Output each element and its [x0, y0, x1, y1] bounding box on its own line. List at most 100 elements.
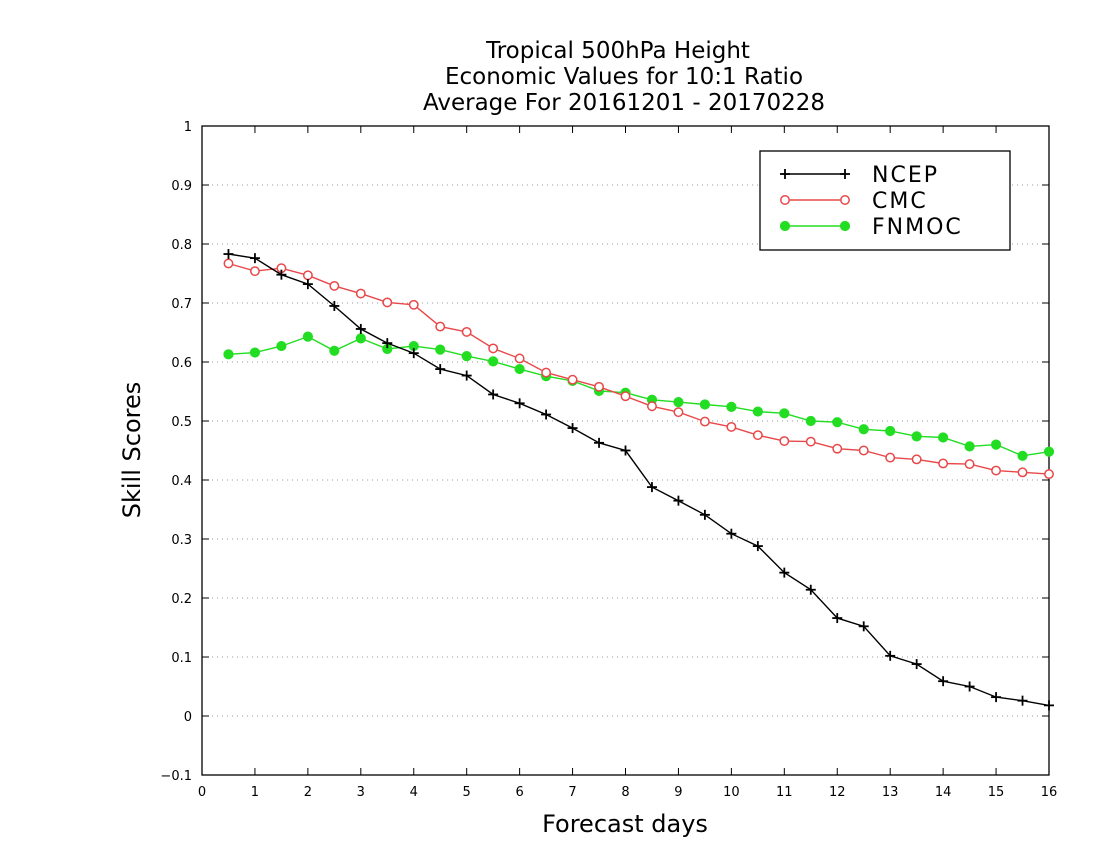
- x-tick-label: 4: [410, 785, 418, 800]
- x-tick-label: 12: [829, 785, 846, 800]
- data-point-fnmoc: [752, 406, 763, 417]
- y-tick-label: 0.3: [171, 533, 192, 548]
- data-point-ncep: [726, 528, 737, 539]
- data-point-fnmoc: [885, 425, 896, 437]
- data-point-fnmoc: [276, 340, 287, 352]
- data-point-fnmoc: [911, 431, 922, 442]
- legend-marker-ncep: [780, 169, 790, 179]
- data-point-ncep: [938, 676, 949, 687]
- series-ncep: [223, 249, 1054, 711]
- data-point-fnmoc: [329, 345, 340, 356]
- data-point-fnmoc: [1017, 450, 1028, 461]
- data-point-ncep: [673, 495, 684, 506]
- data-point-ncep: [1044, 700, 1054, 711]
- data-point-fnmoc: [832, 417, 843, 428]
- data-point-fnmoc: [726, 401, 737, 412]
- series-layer: [223, 249, 1055, 711]
- legend-item-cmc: CMC: [780, 189, 926, 214]
- x-tick-label: 16: [1041, 785, 1058, 800]
- data-point-cmc: [620, 391, 631, 402]
- y-tick-label: −0.1: [160, 769, 192, 784]
- data-point-fnmoc: [858, 424, 869, 435]
- y-tick-label: 0.6: [171, 356, 192, 371]
- data-point-fnmoc: [779, 408, 790, 419]
- series-cmc: [223, 258, 1054, 480]
- data-point-fnmoc: [435, 344, 446, 355]
- x-axis-label: Forecast days: [542, 810, 708, 838]
- x-tick-label: 6: [515, 785, 523, 800]
- data-point-fnmoc: [223, 349, 234, 360]
- data-point-cmc: [964, 459, 975, 470]
- data-point-ncep: [249, 253, 260, 264]
- y-tick-label: 0.9: [171, 179, 192, 194]
- data-point-ncep: [302, 279, 313, 290]
- data-point-ncep: [355, 323, 366, 334]
- data-point-ncep: [964, 681, 975, 692]
- data-point-ncep: [276, 269, 287, 280]
- data-point-cmc: [911, 454, 922, 465]
- y-tick-label: 0.5: [171, 415, 192, 430]
- data-point-cmc: [249, 266, 260, 277]
- data-point-cmc: [1017, 467, 1028, 478]
- data-point-cmc: [567, 374, 578, 385]
- legend-label-fnmoc: FNMOC: [872, 215, 963, 240]
- x-tick-label: 10: [723, 785, 740, 800]
- y-tick-label: 0.2: [171, 592, 192, 607]
- series-line-ncep: [228, 253, 1050, 707]
- series-fnmoc: [223, 331, 1055, 461]
- data-point-cmc: [673, 407, 684, 418]
- data-point-cmc: [541, 367, 552, 378]
- data-point-cmc: [938, 458, 949, 469]
- legend-marker-ncep: [840, 169, 850, 179]
- data-point-cmc: [991, 465, 1002, 476]
- legend-marker-fnmoc: [839, 220, 851, 232]
- data-point-ncep: [594, 437, 605, 448]
- x-tick-label: 5: [463, 785, 471, 800]
- legend-item-ncep: NCEP: [780, 163, 939, 188]
- data-point-fnmoc: [964, 441, 975, 452]
- data-point-cmc: [223, 258, 234, 269]
- data-point-ncep: [699, 509, 710, 520]
- data-point-ncep: [223, 249, 234, 260]
- legend-marker-cmc: [780, 195, 790, 205]
- y-tick-label: 0.7: [171, 297, 192, 312]
- y-axis: −0.1 0 0.1 0.2 0.3 0.4 0.5 0.6 0.7 0.8 0.9 1: [160, 120, 1049, 784]
- data-point-ncep: [514, 398, 525, 409]
- legend-marker-cmc: [840, 195, 850, 205]
- series-line-fnmoc: [228, 335, 1050, 457]
- y-axis-label: Skill Scores: [118, 382, 146, 519]
- x-tick-label: 3: [357, 785, 365, 800]
- data-point-fnmoc: [1043, 446, 1055, 457]
- data-point-ncep: [991, 692, 1002, 703]
- y-tick-label: 0.4: [171, 474, 192, 489]
- legend-marker-fnmoc: [779, 220, 791, 232]
- x-tick-label: 11: [776, 785, 793, 800]
- x-tick-label: 1: [251, 785, 259, 800]
- data-point-fnmoc: [302, 331, 313, 342]
- data-point-ncep: [541, 409, 552, 420]
- y-tick-label: 0: [184, 710, 192, 725]
- data-point-ncep: [329, 300, 340, 311]
- data-point-ncep: [1017, 695, 1028, 706]
- data-point-fnmoc: [938, 432, 949, 443]
- data-point-ncep: [567, 423, 578, 434]
- data-point-ncep: [461, 370, 472, 381]
- data-point-cmc: [699, 416, 710, 427]
- data-point-cmc: [1044, 469, 1054, 480]
- data-point-cmc: [805, 436, 816, 447]
- data-point-ncep: [620, 445, 631, 456]
- data-point-cmc: [488, 343, 499, 354]
- data-point-ncep: [408, 348, 419, 359]
- legend-label-ncep: NCEP: [872, 163, 939, 188]
- x-tick-label: 7: [568, 785, 576, 800]
- data-point-ncep: [911, 659, 922, 670]
- data-point-ncep: [885, 650, 896, 661]
- data-point-cmc: [752, 430, 763, 441]
- x-tick-label: 8: [621, 785, 629, 800]
- data-point-fnmoc: [514, 363, 525, 375]
- data-point-cmc: [858, 445, 869, 456]
- data-point-cmc: [355, 288, 366, 299]
- data-point-cmc: [885, 452, 896, 463]
- data-point-ncep: [805, 584, 816, 595]
